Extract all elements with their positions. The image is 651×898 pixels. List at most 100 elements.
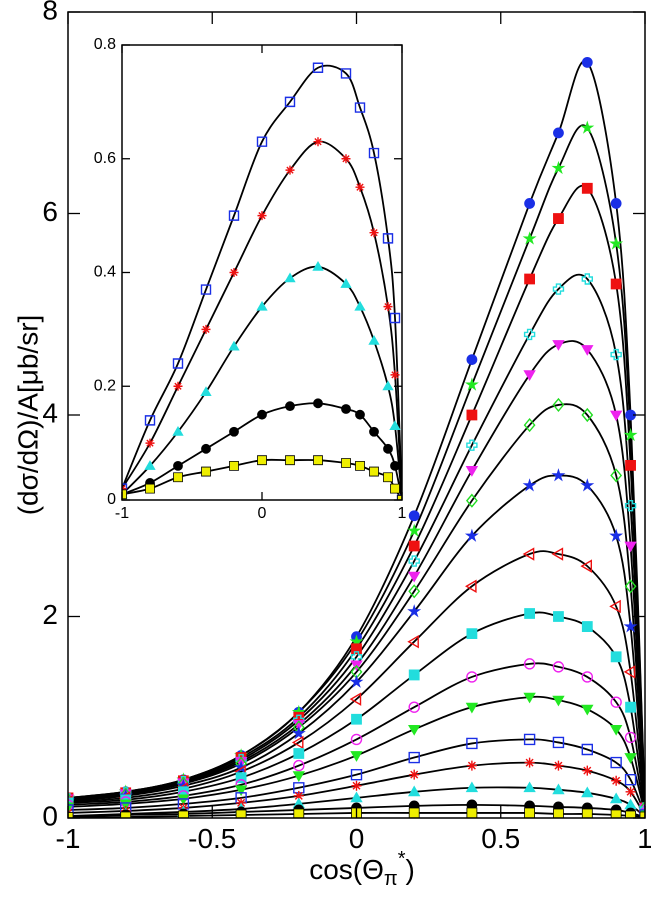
data-point — [639, 802, 645, 814]
data-point — [291, 735, 304, 750]
data-point — [200, 386, 212, 396]
data-point — [408, 540, 420, 552]
data-point — [256, 136, 268, 147]
data-point — [312, 261, 324, 271]
data-point — [609, 724, 623, 736]
data-point — [408, 807, 420, 818]
data-point — [464, 377, 479, 391]
data-point — [369, 228, 379, 238]
data-point — [551, 547, 564, 561]
x-tick-label: 1 — [398, 505, 407, 522]
data-point — [397, 495, 402, 500]
data-point — [350, 733, 363, 746]
data-point — [625, 701, 636, 713]
data-point — [551, 468, 566, 482]
data-point — [551, 160, 566, 175]
data-point — [341, 154, 351, 164]
x-axis-label-part: ) — [405, 854, 414, 885]
data-point — [351, 780, 362, 791]
data-point — [524, 273, 535, 285]
data-point — [466, 354, 478, 365]
fit-curve — [122, 140, 402, 500]
data-point — [173, 381, 183, 391]
data-point — [581, 704, 594, 716]
data-point — [383, 443, 393, 454]
data-point — [611, 775, 622, 786]
data-point — [610, 198, 622, 209]
data-point — [465, 781, 479, 793]
data-point — [256, 300, 268, 311]
data-point — [466, 760, 477, 771]
data-point — [313, 455, 323, 466]
data-point — [369, 466, 379, 477]
data-point — [466, 409, 478, 421]
data-point — [390, 460, 400, 471]
data-point — [464, 528, 479, 542]
data-point — [382, 233, 394, 244]
data-point — [408, 701, 420, 713]
data-point — [609, 528, 624, 542]
x-tick-label: -1 — [115, 505, 129, 522]
data-point — [624, 579, 637, 594]
data-point — [625, 786, 636, 797]
data-point — [120, 811, 132, 818]
data-point — [624, 731, 637, 744]
data-point — [284, 272, 296, 283]
data-point — [354, 102, 366, 113]
data-point — [389, 312, 401, 324]
x-axis-label-sup: * — [398, 848, 406, 870]
data-point — [408, 669, 420, 681]
data-point — [389, 420, 401, 431]
data-point — [609, 599, 621, 614]
data-point — [552, 340, 565, 351]
data-point — [285, 165, 295, 175]
data-point — [313, 398, 323, 409]
x-axis-label: cos(Θπ*) — [309, 848, 415, 890]
data-point — [553, 213, 564, 224]
data-point — [293, 748, 305, 759]
data-point — [522, 231, 537, 245]
data-point — [623, 427, 638, 442]
y-tick-label: 8 — [42, 0, 58, 25]
data-point — [312, 62, 324, 73]
data-point — [581, 182, 593, 194]
data-point — [581, 407, 594, 423]
y-axis-label: (dσ/dΩ)/A[μb/sr] — [12, 315, 43, 516]
data-point — [68, 812, 74, 818]
x-tick-label: 0.5 — [481, 823, 520, 854]
data-point — [382, 380, 394, 391]
data-point — [293, 759, 305, 772]
y-tick-label: 0.8 — [94, 36, 116, 53]
data-point — [624, 541, 637, 553]
data-point — [144, 415, 156, 426]
data-point — [340, 278, 352, 288]
data-point — [145, 483, 155, 494]
data-point — [523, 733, 536, 746]
data-point — [177, 798, 190, 810]
data-point — [350, 751, 363, 762]
y-tick-label: 0 — [42, 800, 58, 831]
data-point — [624, 774, 637, 786]
data-point — [341, 404, 351, 414]
data-point — [552, 661, 565, 673]
data-point — [553, 760, 564, 771]
data-point — [523, 658, 536, 670]
plot-area — [122, 45, 402, 500]
data-point — [313, 137, 323, 147]
data-point — [523, 781, 536, 793]
data-point — [581, 743, 593, 756]
data-point — [552, 397, 565, 413]
series-layer — [122, 62, 402, 500]
data-point — [408, 571, 421, 583]
data-point — [355, 460, 365, 471]
plot: -1 0 100.20.40.60.8 — [94, 36, 407, 522]
data-point — [609, 792, 623, 804]
data-point — [581, 671, 593, 683]
data-point — [285, 455, 295, 466]
data-point — [390, 483, 400, 494]
data-point — [581, 786, 594, 798]
y-tick-label: 6 — [42, 196, 58, 227]
data-point — [581, 345, 594, 356]
